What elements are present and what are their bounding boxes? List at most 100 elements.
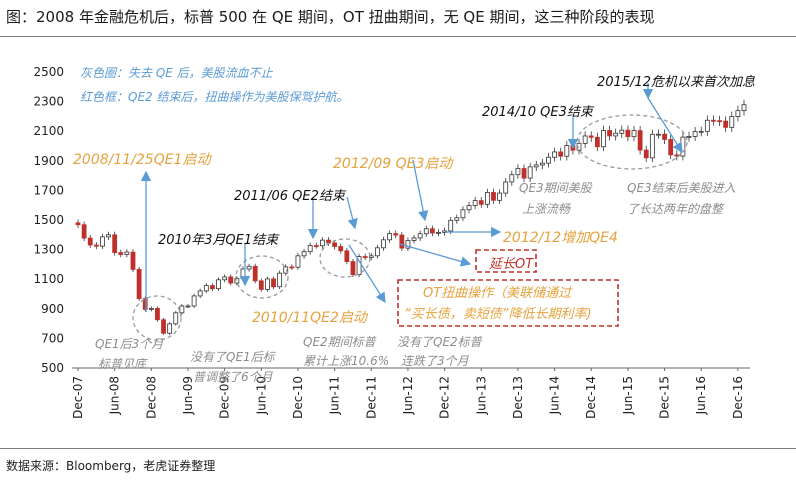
candle-body bbox=[338, 246, 344, 252]
candle-body bbox=[356, 256, 362, 276]
x-tick-label: Dec-16 bbox=[731, 376, 745, 419]
qe2-end-label: 2011/06 QE2结束 bbox=[234, 189, 347, 204]
candle-body bbox=[619, 129, 625, 134]
candle-body bbox=[711, 119, 716, 122]
x-tick-label: Dec-08 bbox=[144, 376, 158, 419]
legend-gray-circle-note: 灰色圈：失去 QE 后，美股流血不止 bbox=[80, 66, 274, 80]
x-tick-label: Jun-12 bbox=[401, 376, 415, 415]
candle-body bbox=[75, 222, 81, 226]
source-note: 数据来源：Bloomberg，老虎证券整理 bbox=[6, 459, 216, 473]
candle-body bbox=[289, 266, 295, 269]
x-tick-label: Jun-11 bbox=[328, 376, 342, 415]
qe3-end-label: 2014/10 QE3结束 bbox=[482, 105, 595, 120]
y-tick-label: 1500 bbox=[33, 213, 64, 227]
after-qe3-note-line2: 了长达两年的盘整 bbox=[627, 202, 725, 216]
candle-body bbox=[680, 136, 686, 157]
candle-body bbox=[423, 228, 429, 235]
no-qe2-note-line2: 连跌了3个月 bbox=[401, 354, 470, 368]
y-tick-label: 1700 bbox=[33, 183, 64, 197]
candle-body bbox=[203, 285, 209, 292]
candle-body bbox=[393, 233, 399, 236]
candle-body bbox=[588, 135, 594, 138]
candle-body bbox=[662, 133, 667, 140]
candle-body bbox=[320, 239, 325, 247]
x-tick-label: Jun-13 bbox=[474, 376, 488, 415]
candle-body bbox=[454, 217, 460, 221]
candle-body bbox=[411, 237, 417, 241]
candle-body bbox=[246, 265, 252, 270]
gray-dashed-circle bbox=[319, 238, 371, 278]
candle-body bbox=[344, 250, 350, 262]
ot-box-line2: “买长债，卖短债”降低长期利率) bbox=[404, 306, 592, 322]
x-tick-label: Jun-09 bbox=[181, 376, 195, 415]
candle-body bbox=[643, 149, 649, 159]
candle-body bbox=[93, 244, 99, 247]
candle-body bbox=[124, 251, 130, 255]
title-divider bbox=[0, 36, 796, 37]
candle-body bbox=[509, 174, 515, 183]
candle-body bbox=[564, 145, 570, 157]
candle-body bbox=[729, 116, 735, 128]
candle-body bbox=[533, 164, 539, 168]
y-tick-label: 2300 bbox=[33, 95, 64, 109]
candle-body bbox=[417, 233, 423, 239]
legend-red-box-note: 红色框：QE2 结束后，扭曲操作为美股保驾护航。 bbox=[80, 90, 348, 104]
candle-body bbox=[399, 234, 405, 249]
candle-body bbox=[497, 192, 502, 201]
candle-body bbox=[552, 151, 557, 158]
candle-body bbox=[631, 130, 637, 138]
figure-title: 图：2008 年金融危机后，标普 500 在 QE 期间，OT 扭曲期间，无 Q… bbox=[6, 8, 655, 26]
candle-body bbox=[301, 251, 307, 257]
qe3-rise-note-line2: 上涨流畅 bbox=[522, 202, 572, 216]
qe1-start-label: 2008/11/25QE1启动 bbox=[73, 152, 212, 168]
candle-body bbox=[136, 269, 142, 299]
annotation-arrows bbox=[140, 83, 683, 327]
candle-body bbox=[222, 276, 228, 281]
candle-body bbox=[185, 305, 191, 308]
y-axis: 500 700 900 1100 1300 1500 1700 1900 2100 2300 250… bbox=[33, 65, 64, 375]
gray-dashed-circle bbox=[235, 255, 289, 299]
candle-body bbox=[277, 272, 283, 288]
candle-body bbox=[313, 245, 319, 248]
candle-body bbox=[326, 239, 331, 244]
y-tick-label: 700 bbox=[41, 331, 64, 345]
x-tick-label: Dec-12 bbox=[438, 376, 452, 419]
candle-body bbox=[692, 131, 698, 137]
candle-body bbox=[503, 181, 509, 194]
candle-body bbox=[112, 234, 118, 253]
gray-dashed-circle bbox=[132, 295, 182, 341]
qe3-rise-note-line1: QE3期间美股 bbox=[519, 181, 593, 195]
candlestick-chart: 500 700 900 1100 1300 1500 1700 1900 2100 2300 250… bbox=[33, 65, 755, 419]
candle-body bbox=[491, 192, 496, 201]
y-tick-label: 900 bbox=[41, 302, 64, 316]
gray-dashed-circle bbox=[576, 114, 688, 170]
x-tick-label: Jun-10 bbox=[254, 376, 268, 415]
candle-body bbox=[374, 247, 380, 257]
first-hike-label: 2015/12危机以来首次加息 bbox=[597, 74, 755, 90]
candle-body bbox=[130, 251, 136, 270]
x-tick-label: Dec-07 bbox=[71, 376, 85, 419]
x-tick-label: Jun-15 bbox=[621, 376, 635, 415]
candle-body bbox=[460, 209, 466, 219]
after-qe1-note-line2: 标普见底 bbox=[98, 357, 148, 371]
candle-body bbox=[106, 234, 111, 238]
candle-body bbox=[558, 151, 564, 157]
candle-body bbox=[601, 130, 606, 148]
candle-body bbox=[698, 130, 704, 133]
extend-ot-label: 延长OT bbox=[489, 257, 534, 272]
candle-body bbox=[87, 237, 93, 246]
candle-body bbox=[637, 130, 643, 151]
x-tick-label: Dec-15 bbox=[658, 376, 672, 419]
ot-red-box bbox=[397, 279, 619, 327]
candle-body bbox=[735, 110, 741, 117]
x-tick-label: Dec-11 bbox=[364, 376, 378, 419]
annotation-arrow bbox=[412, 159, 429, 222]
candle-body bbox=[210, 285, 215, 290]
candle-body bbox=[234, 278, 240, 284]
candle-body bbox=[100, 236, 105, 247]
candle-body bbox=[362, 256, 368, 258]
after-qe3-note-line1: QE3结束后美股进入 bbox=[627, 181, 736, 195]
candle-body bbox=[197, 290, 203, 297]
candle-body bbox=[521, 168, 527, 179]
